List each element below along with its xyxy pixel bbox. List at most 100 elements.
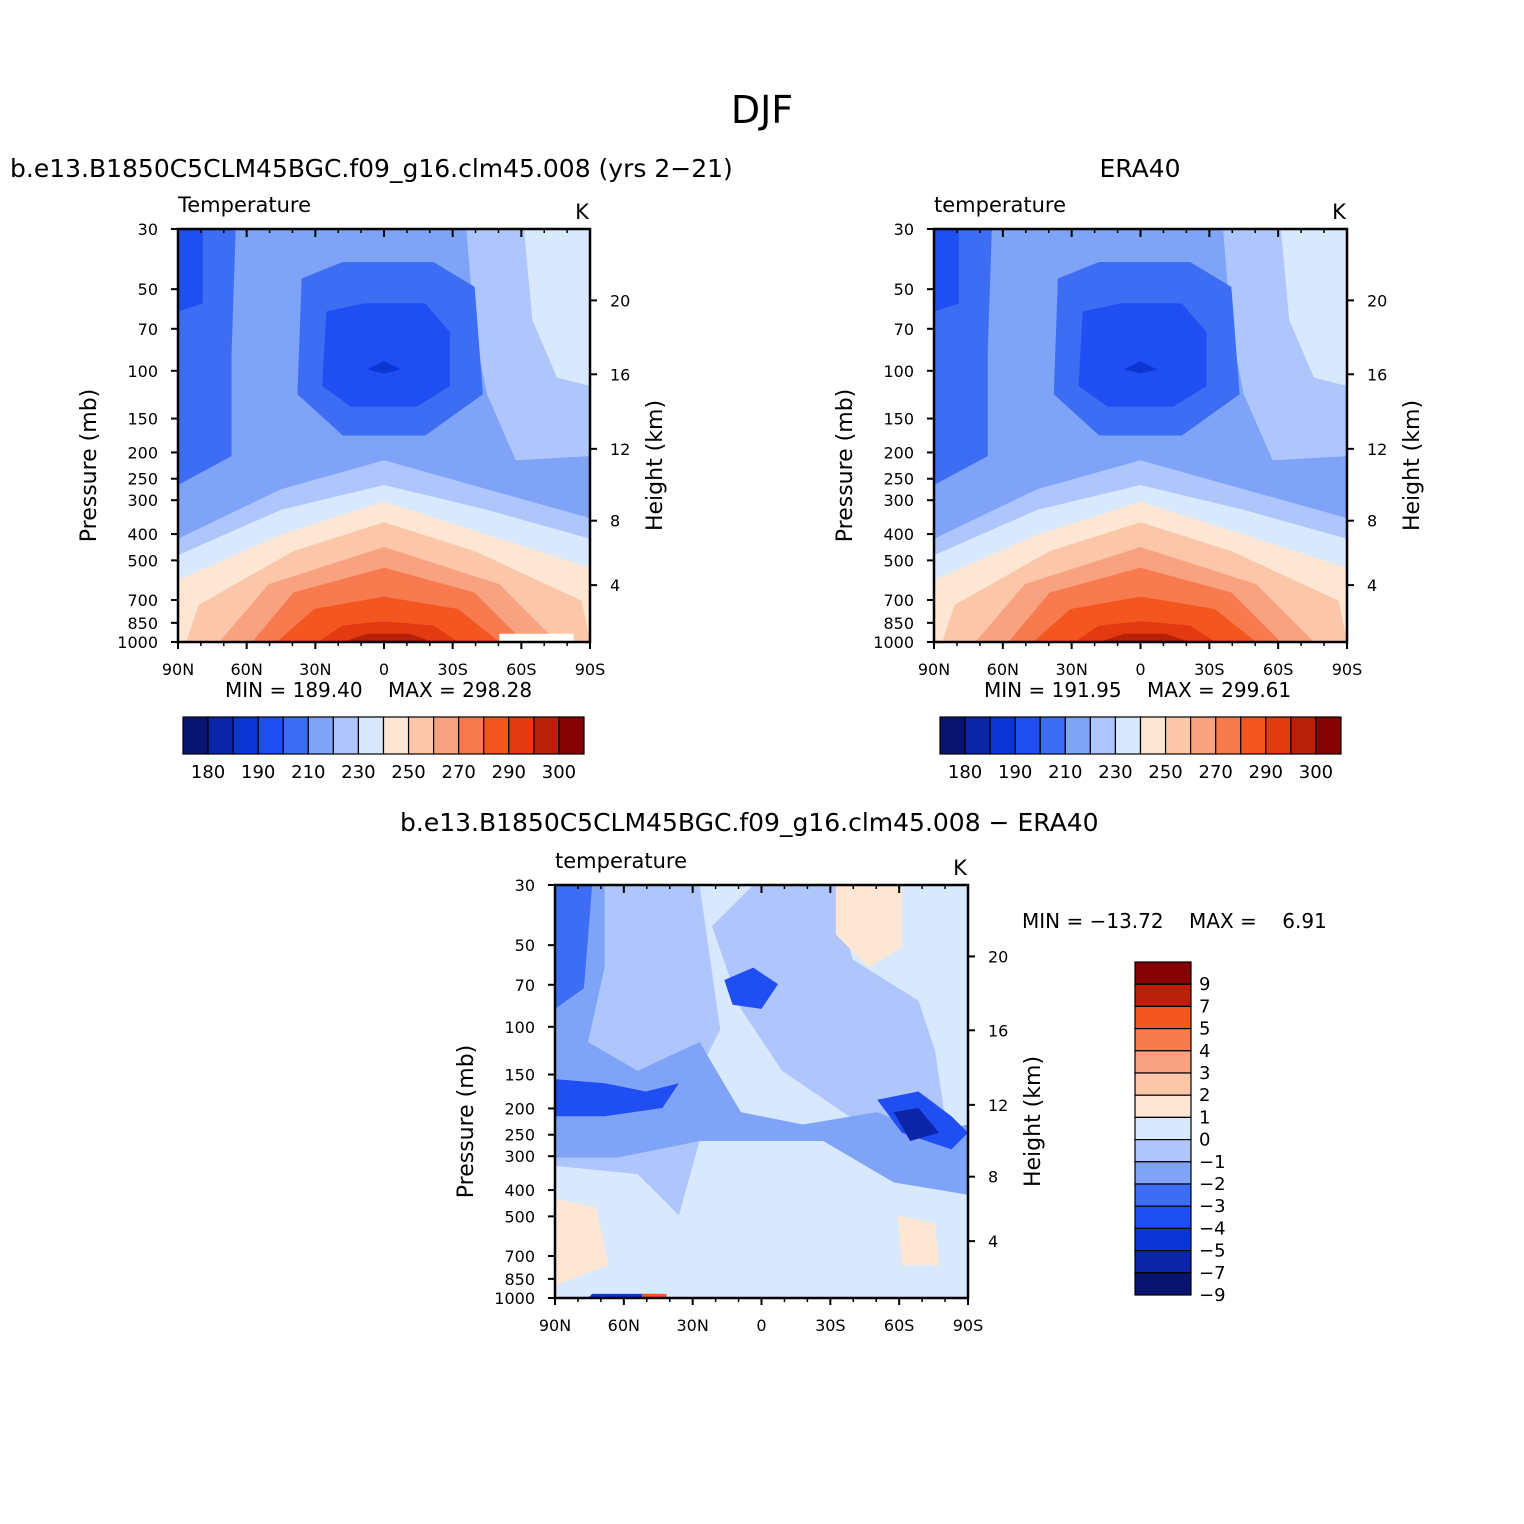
y-tick-label: 700 — [127, 591, 158, 610]
colorbar-box — [1139, 716, 1167, 755]
colorbar-label: 1 — [1199, 1107, 1210, 1128]
x-tick-label: 90S — [953, 1316, 984, 1335]
colorbar-box — [1134, 1249, 1192, 1274]
y-right-tick-label: 4 — [1367, 576, 1377, 595]
colorbar-box — [357, 716, 385, 755]
colorbar-label: −7 — [1199, 1263, 1226, 1284]
y-tick-label: 200 — [504, 1099, 535, 1118]
model-max-value: 298.28 — [462, 678, 533, 702]
panel-variable-label: Temperature — [177, 193, 311, 217]
x-tick-label: 30S — [437, 660, 468, 679]
y-tick-label: 1000 — [117, 633, 158, 652]
y-tick-label: 200 — [883, 443, 914, 462]
y-axis-title: Pressure (mb) — [454, 1045, 479, 1199]
colorbar-label: 270 — [1199, 762, 1233, 783]
colorbar-label: 180 — [191, 762, 225, 783]
colorbar-label: 5 — [1199, 1019, 1210, 1040]
colorbar-label: −2 — [1199, 1174, 1226, 1195]
colorbar-label: −1 — [1199, 1152, 1226, 1173]
y-right-axis-title: Height (km) — [1400, 400, 1425, 531]
colorbar-label: 290 — [492, 762, 526, 783]
y-right-tick-label: 8 — [1367, 512, 1377, 531]
diff-band-0-1-left — [555, 1198, 609, 1286]
x-tick-label: 0 — [1135, 660, 1145, 679]
y-right-tick-label: 20 — [610, 291, 630, 310]
y-right-tick-label: 16 — [1367, 365, 1387, 384]
y-tick-label: 1000 — [873, 633, 914, 652]
colorbar-label: 210 — [291, 762, 325, 783]
colorbar-box — [182, 716, 209, 755]
colorbar-box — [1134, 961, 1192, 985]
y-tick-label: 100 — [883, 362, 914, 381]
colorbar-label: 250 — [391, 762, 425, 783]
y-tick-label: 250 — [504, 1126, 535, 1145]
x-tick-label: 30S — [1194, 660, 1225, 679]
colorbar-box — [1134, 1116, 1192, 1141]
field-band-180-190-core — [1123, 361, 1158, 374]
colorbar-box — [1064, 716, 1091, 755]
colorbar-box — [1134, 1094, 1192, 1118]
colorbar-box — [508, 716, 535, 755]
diff-band-0-1-right — [897, 1215, 940, 1265]
y-tick-label: 1000 — [494, 1289, 535, 1308]
colorbar-box — [558, 716, 585, 755]
y-tick-label: 400 — [504, 1181, 535, 1200]
y-right-tick-label: 12 — [1367, 440, 1387, 459]
colorbar-label: −5 — [1199, 1241, 1226, 1262]
diff-band-minus5-minus4-left — [555, 1079, 679, 1117]
diff-band-minus3-minus2 — [555, 885, 968, 1195]
y-right-axis-title: Height (km) — [643, 400, 668, 531]
colorbar-box — [1134, 1183, 1192, 1207]
colorbar-label: 210 — [1048, 762, 1082, 783]
field-band-230-240 — [1280, 229, 1347, 386]
diff-panel-title: b.e13.B1850C5CLM45BGC.f09_g16.clm45.008 … — [400, 808, 1099, 837]
y-tick-label: 850 — [504, 1270, 535, 1289]
colorbar-box — [1114, 716, 1142, 755]
field-missing-surface — [499, 633, 574, 642]
obs-min-max: MIN = 191.95 MAX = 299.61 — [984, 678, 1291, 702]
field-band-180-190-core — [367, 361, 401, 374]
y-tick-label: 30 — [515, 876, 535, 895]
y-tick-label: 300 — [504, 1147, 535, 1166]
diff-min-label: MIN = — [1022, 909, 1084, 933]
y-axis-title: Pressure (mb) — [833, 389, 858, 543]
y-tick-label: 500 — [883, 551, 914, 570]
colorbar-label: 300 — [1299, 762, 1333, 783]
y-right-tick-label: 16 — [988, 1021, 1008, 1040]
x-tick-label: 90N — [539, 1316, 571, 1335]
colorbar-box — [1134, 1138, 1192, 1163]
y-right-axis-title: Height (km) — [1021, 1056, 1046, 1187]
colorbar-box — [232, 716, 259, 755]
field-band-lower-14 — [342, 633, 434, 642]
obs-panel-title: ERA40 — [1099, 154, 1181, 183]
colorbar-label: 270 — [442, 762, 476, 783]
y-tick-label: 700 — [504, 1247, 535, 1266]
y-axis-title: Pressure (mb) — [77, 389, 102, 543]
x-tick-label: 30N — [299, 660, 331, 679]
y-tick-label: 300 — [127, 491, 158, 510]
x-tick-label: 30S — [815, 1316, 846, 1335]
y-tick-label: 300 — [883, 491, 914, 510]
x-tick-label: 30N — [677, 1316, 709, 1335]
y-right-tick-label: 4 — [610, 576, 620, 595]
colorbar-box — [989, 716, 1016, 755]
field-band-230-240 — [524, 229, 590, 386]
colorbar-label: 190 — [241, 762, 275, 783]
y-tick-label: 150 — [504, 1066, 535, 1085]
colorbar-box — [1039, 716, 1066, 755]
colorbar-label: 4 — [1199, 1041, 1210, 1062]
colorbar-box — [1240, 716, 1267, 755]
colorbar-box — [1134, 1205, 1192, 1229]
x-tick-label: 0 — [379, 660, 389, 679]
y-tick-label: 250 — [883, 470, 914, 489]
y-tick-label: 150 — [883, 410, 914, 429]
obs-min-label: MIN = — [984, 678, 1046, 702]
x-tick-label: 90N — [918, 660, 950, 679]
field-band-190-200-left — [178, 229, 203, 312]
x-tick-label: 30N — [1056, 660, 1088, 679]
y-tick-label: 250 — [127, 470, 158, 489]
